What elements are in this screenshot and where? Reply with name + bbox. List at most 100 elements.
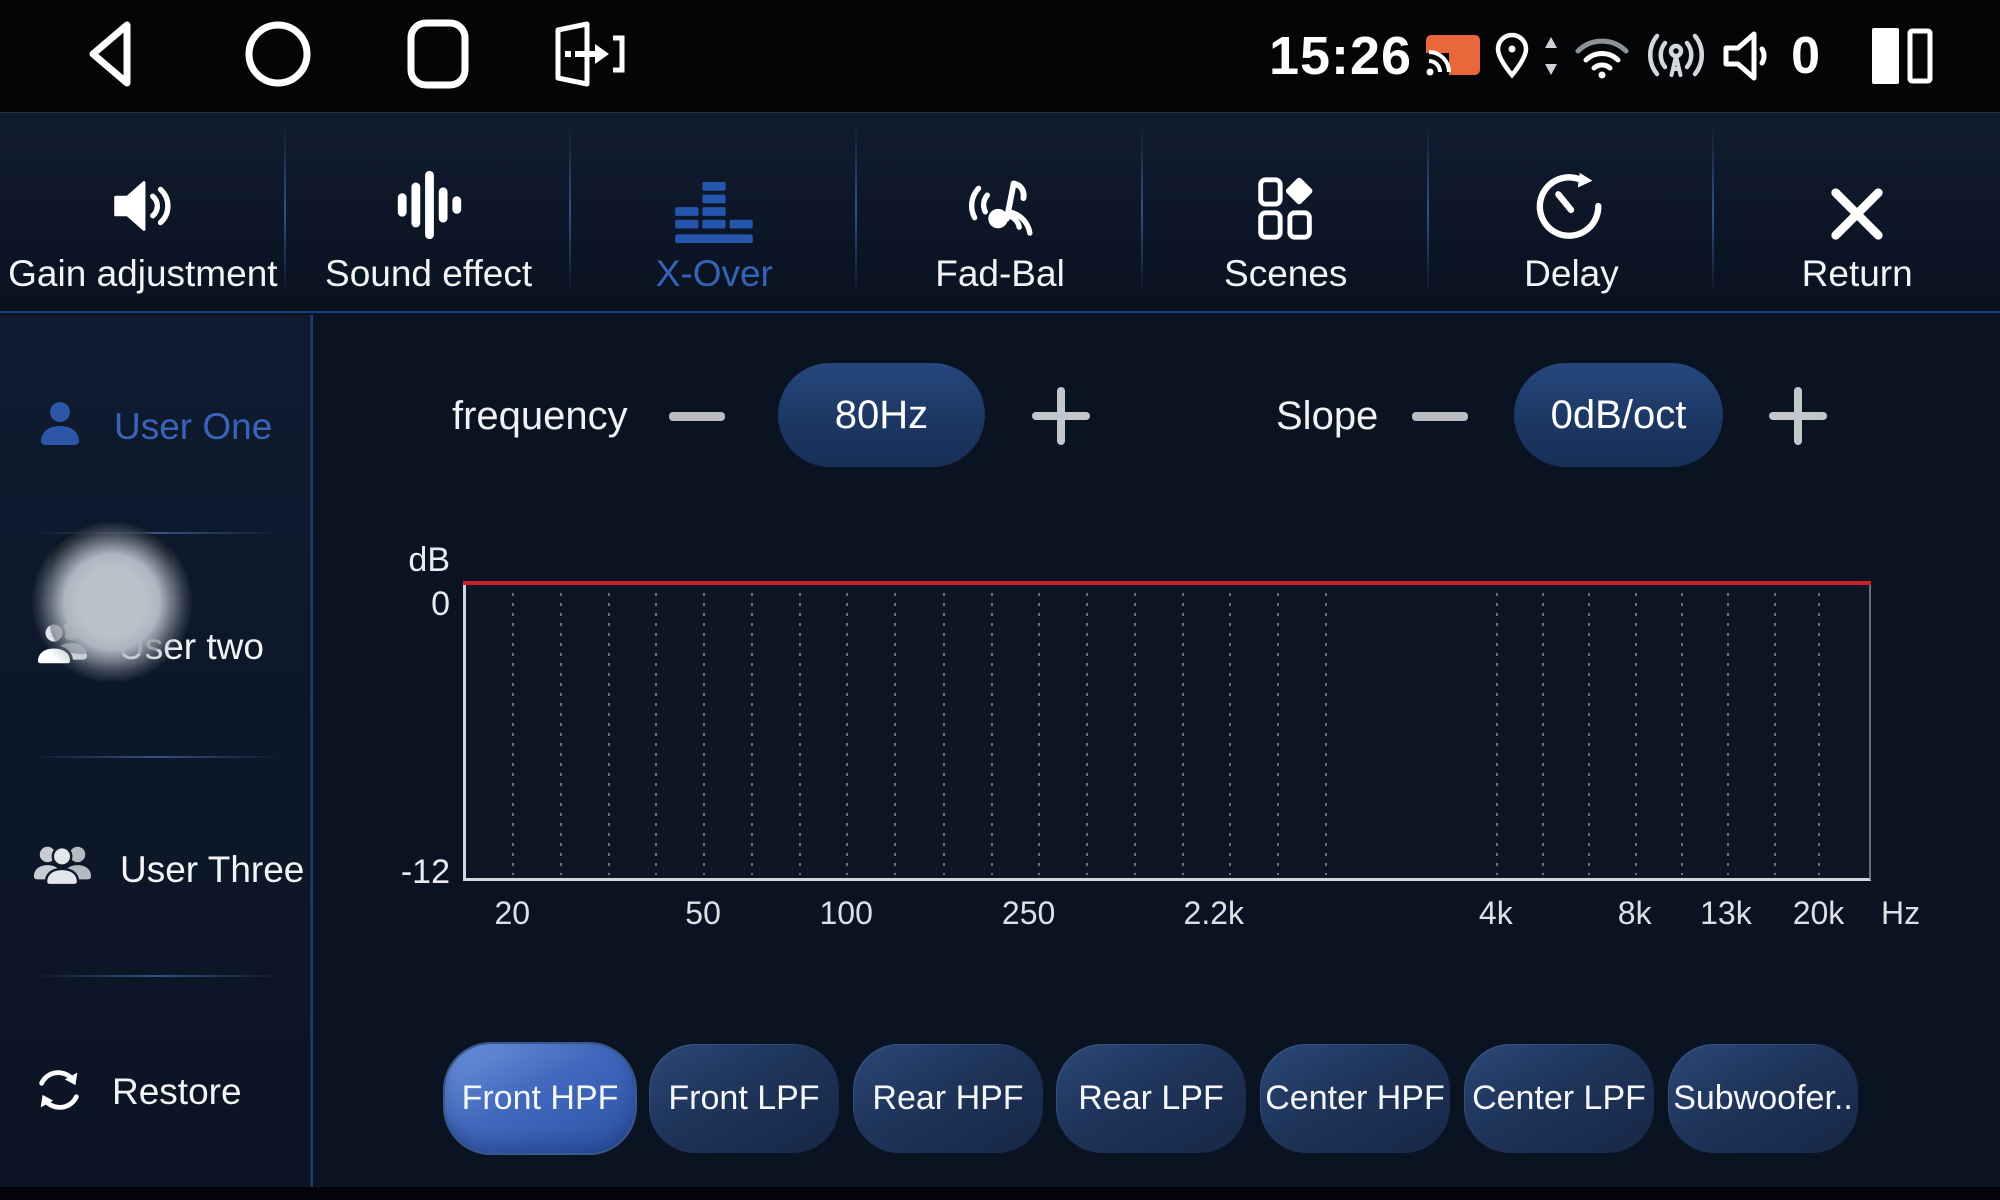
- y-tick-minus-12: -12: [400, 853, 450, 891]
- scenes-grid-icon: [1249, 139, 1323, 245]
- hotspot-icon: [1645, 28, 1707, 84]
- speaker-button-center-lpf[interactable]: Center LPF: [1464, 1044, 1654, 1153]
- status-bar: 15:26: [0, 0, 2000, 112]
- tab-delay[interactable]: Delay: [1429, 113, 1715, 311]
- recents-square-icon: [407, 19, 469, 94]
- sidebar-divider: [38, 975, 276, 977]
- gridline: [1276, 593, 1279, 875]
- close-icon: [1826, 139, 1888, 245]
- gridline: [1634, 593, 1637, 875]
- speaker-button-center-hpf[interactable]: Center HPF: [1260, 1044, 1450, 1153]
- note-balance-icon: [959, 139, 1041, 245]
- gridline: [1086, 593, 1089, 875]
- speaker-gain-icon: [104, 139, 182, 245]
- x-axis-unit-label: Hz: [1881, 895, 1921, 931]
- gridline: [1229, 593, 1232, 875]
- speaker-button-label: Center LPF: [1472, 1079, 1646, 1117]
- nav-home-button[interactable]: [218, 0, 338, 112]
- speaker-button-front-lpf[interactable]: Front LPF: [649, 1044, 839, 1153]
- speaker-button-label: Front LPF: [668, 1079, 820, 1117]
- gridline: [1818, 593, 1821, 875]
- tab-scenes[interactable]: Scenes: [1143, 113, 1429, 311]
- slope-decrease-button[interactable]: [1408, 384, 1472, 448]
- speaker-button-rear-hpf[interactable]: Rear HPF: [853, 1044, 1043, 1153]
- gridline: [750, 593, 753, 875]
- gridline: [798, 593, 801, 875]
- restore-icon: [32, 1063, 86, 1122]
- wifi-icon: [1572, 32, 1632, 80]
- home-circle-icon: [244, 20, 312, 93]
- sidebar-item-label: User Three: [120, 849, 305, 890]
- sidebar-item-user-three[interactable]: User Three: [32, 822, 304, 918]
- tab-label: Delay: [1524, 253, 1619, 294]
- bottom-strip: [0, 1187, 2000, 1200]
- speaker-button-rear-lpf[interactable]: Rear LPF: [1056, 1044, 1246, 1153]
- gridline: [1680, 593, 1683, 875]
- gridline: [1727, 593, 1730, 875]
- sidebar-item-user-one[interactable]: User One: [32, 379, 292, 475]
- frequency-label: frequency: [452, 394, 628, 438]
- tab-return[interactable]: Return: [1714, 113, 2000, 311]
- gridline: [1773, 593, 1776, 875]
- user-three-icon: [32, 840, 94, 901]
- location-icon: [1494, 32, 1530, 80]
- x-tick-label: 8k: [1617, 895, 1652, 931]
- data-updown-arrows-icon: [1543, 35, 1559, 77]
- tab-sound-effect[interactable]: Sound effect: [286, 113, 572, 311]
- tab-label: Return: [1801, 253, 1913, 294]
- user-sidebar: [0, 315, 313, 1187]
- x-tick-label: 20k: [1792, 895, 1845, 931]
- tab-label: Gain adjustment: [8, 253, 278, 294]
- x-tick-label: 4k: [1478, 895, 1513, 931]
- gridline: [846, 593, 849, 875]
- clock: 15:26: [1268, 26, 1413, 86]
- slope-increase-button[interactable]: [1766, 384, 1830, 448]
- minus-icon: [669, 411, 725, 421]
- minus-icon: [1412, 411, 1468, 421]
- cast-icon: [1425, 34, 1481, 78]
- gridline: [607, 593, 610, 875]
- volume-icon: [1720, 29, 1776, 83]
- timer-icon: [1534, 139, 1608, 245]
- gridline: [893, 593, 896, 875]
- slope-value: 0dB/oct: [1550, 392, 1687, 437]
- nav-back-button[interactable]: [48, 0, 168, 112]
- frequency-decrease-button[interactable]: [665, 384, 729, 448]
- gridline: [990, 593, 993, 875]
- tab-gain-adjustment[interactable]: Gain adjustment: [0, 113, 286, 311]
- sidebar-divider: [38, 532, 276, 534]
- tab-x-over[interactable]: X-Over: [571, 113, 857, 311]
- sidebar-item-restore[interactable]: Restore: [32, 1044, 292, 1140]
- tab-label: Sound effect: [325, 253, 533, 294]
- x-tick-label: 2.2k: [1183, 895, 1245, 931]
- frequency-increase-button[interactable]: [1029, 384, 1093, 448]
- gridline: [1133, 593, 1136, 875]
- tab-bar: Gain adjustment Sound effect: [0, 112, 2000, 313]
- y-axis-unit-label: dB: [408, 541, 450, 579]
- speaker-button-subwoofer[interactable]: Subwoofer..: [1668, 1044, 1858, 1153]
- y-tick-zero: 0: [431, 585, 450, 623]
- tab-fad-bal[interactable]: Fad-Bal: [857, 113, 1143, 311]
- gridline: [1542, 593, 1545, 875]
- nav-recents-button[interactable]: [378, 0, 498, 112]
- gridline: [1495, 593, 1498, 875]
- user-one-icon: [32, 397, 88, 458]
- x-tick-label: 250: [1001, 895, 1056, 931]
- gridline: [560, 593, 562, 875]
- slope-value-pill: 0dB/oct: [1514, 363, 1723, 467]
- crossover-plot-area: 20 50 100 250 2.2k 4k 8k 13k 20k Hz: [463, 581, 1920, 931]
- gridline: [1181, 593, 1184, 875]
- volume-level: 0: [1791, 27, 1820, 85]
- nav-exit-app-button[interactable]: [528, 0, 648, 112]
- speaker-button-front-hpf[interactable]: Front HPF: [445, 1044, 635, 1153]
- gridline: [655, 593, 658, 875]
- x-tick-label: 20: [494, 895, 531, 931]
- status-indicators: 15:26: [1269, 0, 1934, 112]
- gridline: [943, 593, 946, 875]
- split-screen-icon: [1872, 27, 1934, 85]
- gridline: [1324, 593, 1327, 875]
- speaker-button-label: Front HPF: [461, 1079, 619, 1117]
- touch-ripple: [32, 522, 192, 682]
- speaker-button-label: Rear HPF: [872, 1079, 1024, 1117]
